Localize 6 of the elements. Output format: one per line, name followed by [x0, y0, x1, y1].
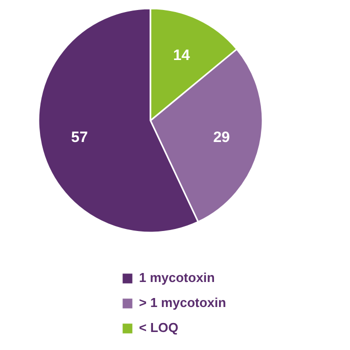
legend-label: 1 mycotoxin [139, 270, 215, 285]
data-label: 29 [213, 128, 230, 146]
data-label: 14 [173, 47, 190, 64]
legend-label: > 1 mycotoxin [139, 295, 226, 310]
legend-label: < LOQ [139, 320, 178, 335]
data-label: 57 [71, 128, 88, 146]
